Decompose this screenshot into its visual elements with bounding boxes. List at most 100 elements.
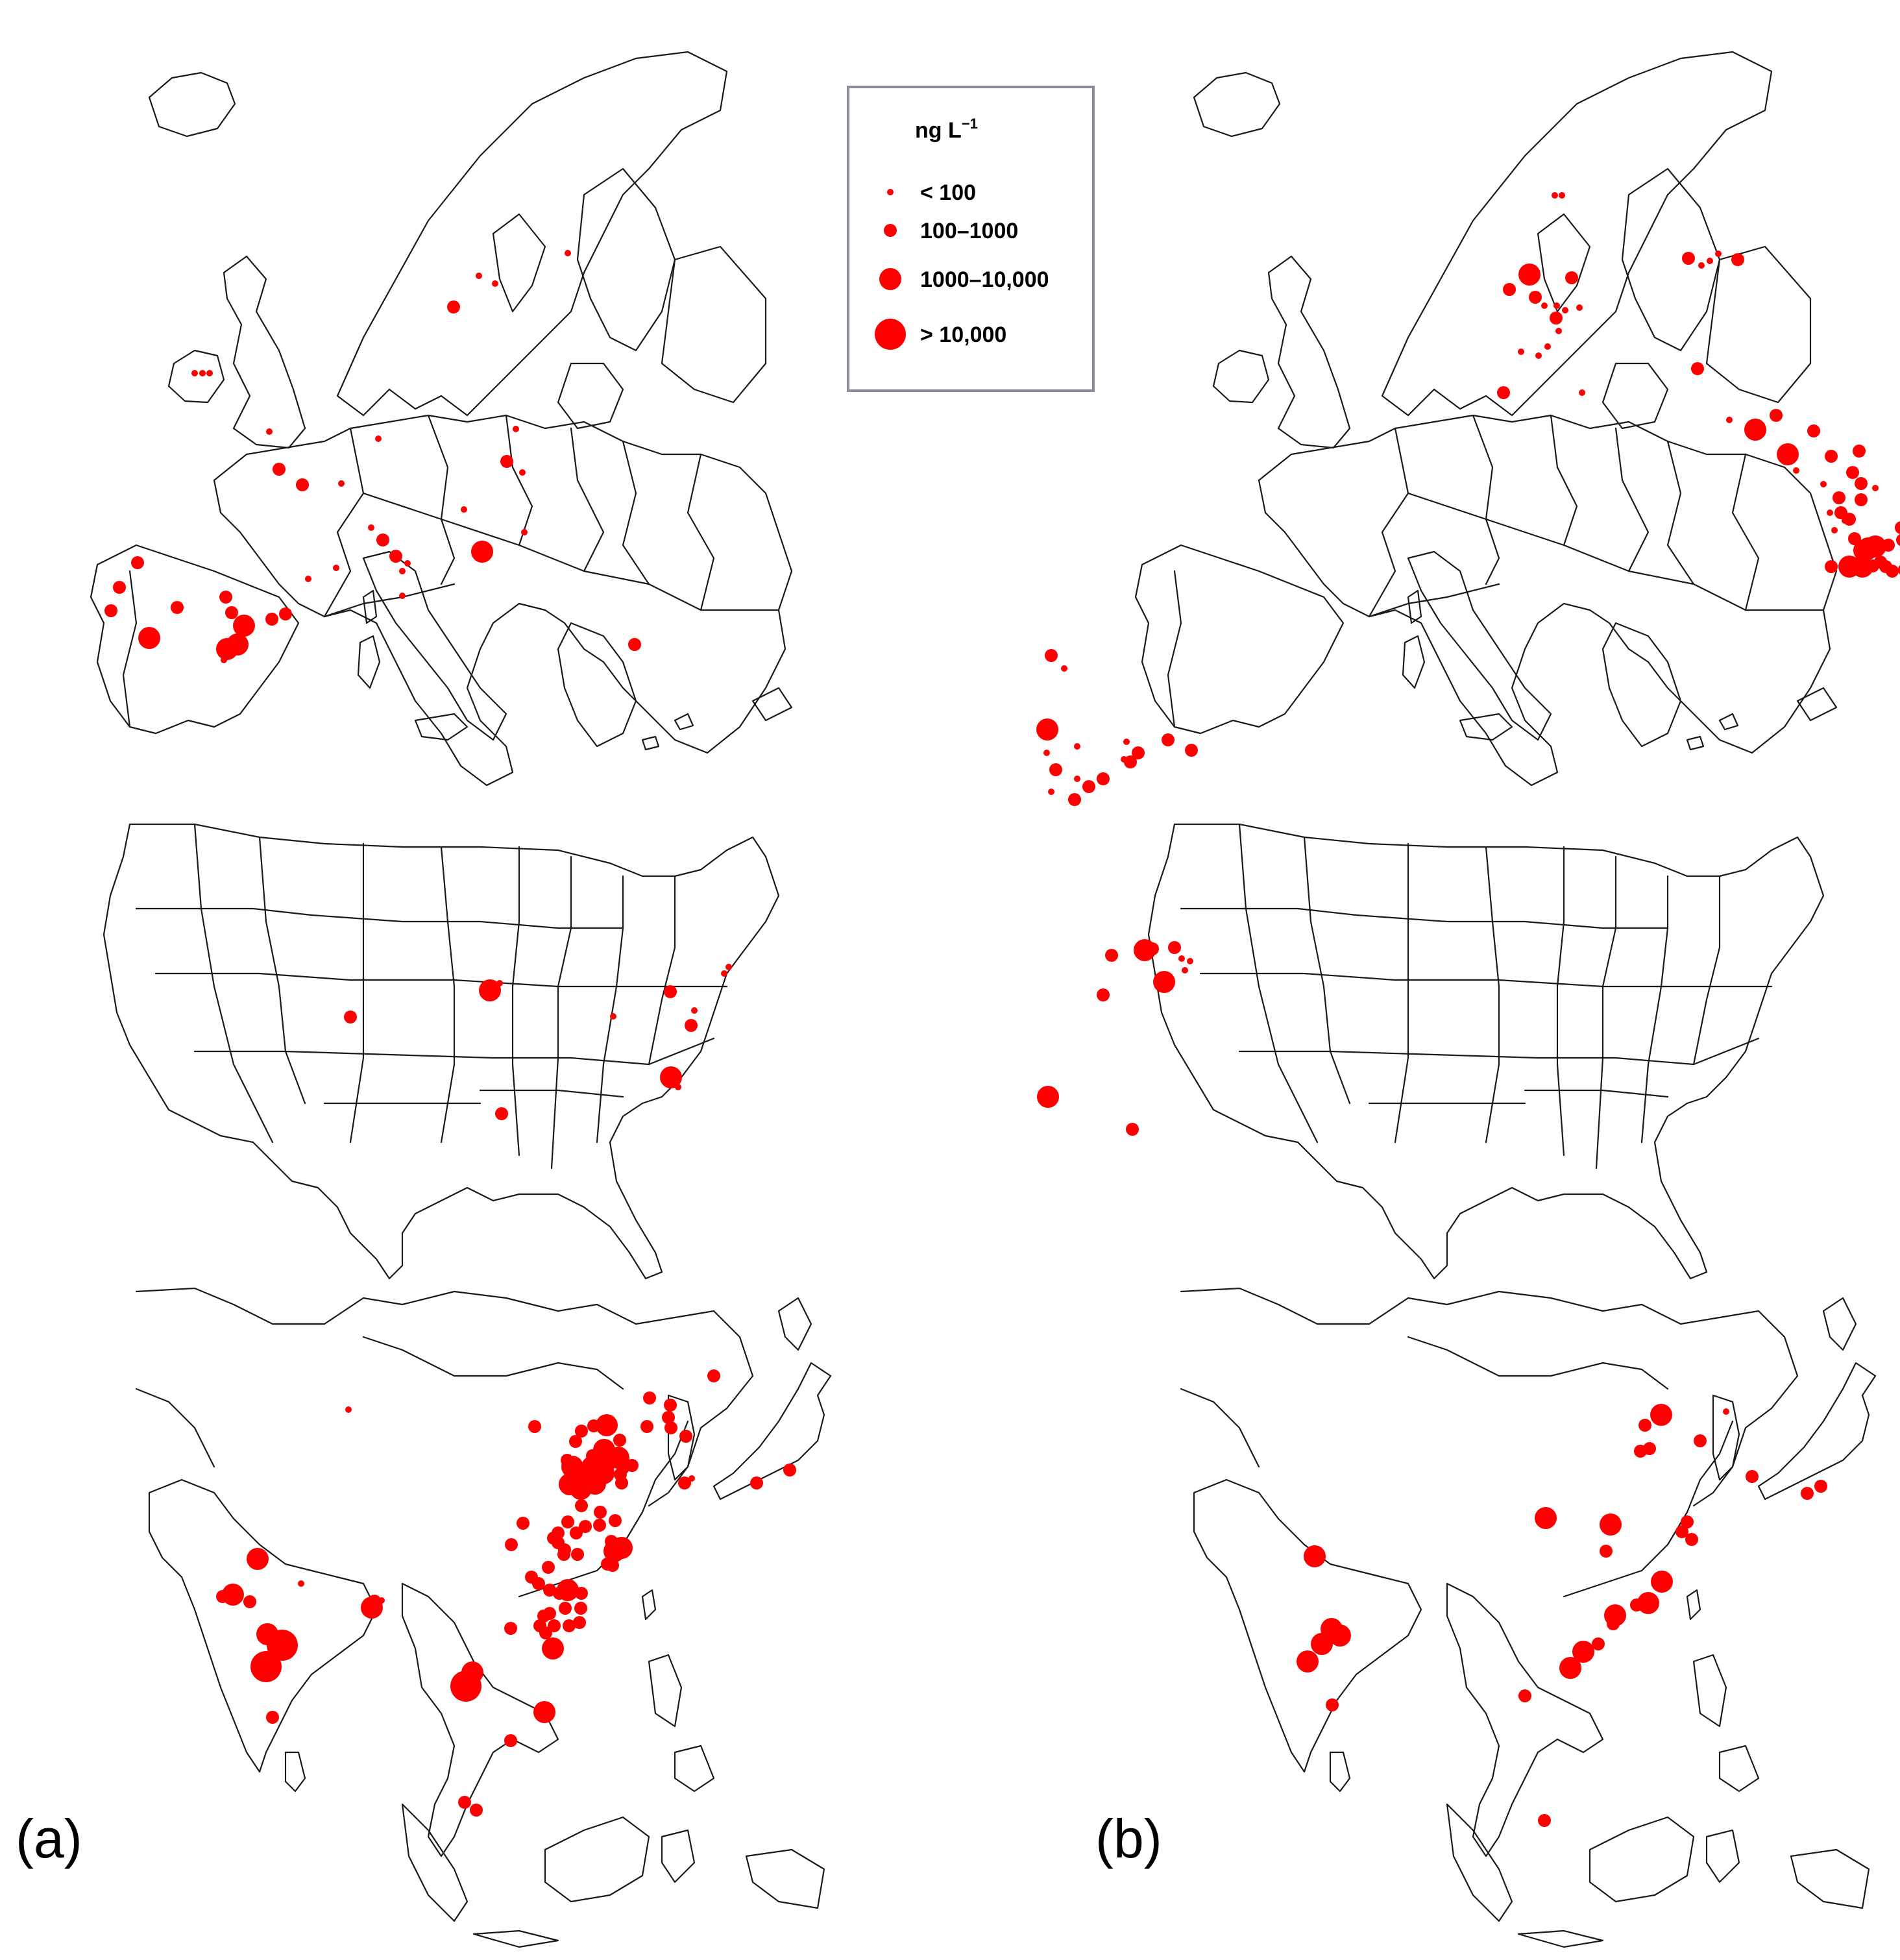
site-marker: [613, 1434, 626, 1447]
site-marker: [247, 1548, 269, 1570]
site-marker: [1552, 192, 1558, 199]
site-marker: [1825, 450, 1838, 463]
site-marker: [1637, 1592, 1659, 1614]
usa-outline: [103, 823, 780, 1280]
site-marker: [338, 480, 345, 487]
legend-marker-1000-10000: [879, 268, 901, 290]
site-marker: [305, 576, 311, 582]
site-marker: [1097, 988, 1110, 1001]
site-marker: [1634, 1445, 1647, 1458]
site-marker: [1550, 312, 1563, 325]
site-marker: [1846, 466, 1859, 479]
panel-label-b: (b): [1095, 1808, 1162, 1869]
site-marker: [675, 1084, 681, 1090]
legend-label-gt10000: > 10,000: [920, 323, 1006, 347]
legend-marker-100-1000: [884, 224, 897, 237]
site-marker: [783, 1464, 796, 1476]
site-marker: [1851, 556, 1873, 578]
site-marker: [1726, 417, 1733, 423]
site-marker: [461, 506, 467, 513]
site-marker: [1518, 263, 1541, 286]
site-marker: [378, 1597, 385, 1604]
site-marker: [470, 1804, 483, 1817]
site-marker: [1855, 477, 1868, 490]
site-marker: [1592, 1637, 1605, 1650]
site-marker: [1698, 262, 1705, 269]
site-marker: [1707, 258, 1713, 264]
site-marker: [227, 636, 240, 649]
site-marker: [559, 1602, 572, 1615]
site-marker: [1043, 750, 1050, 756]
site-marker: [533, 1701, 555, 1723]
site-marker: [575, 1587, 588, 1600]
site-marker: [1681, 1515, 1694, 1528]
legend-marker-lt100: [887, 189, 894, 195]
site-marker: [1068, 793, 1081, 806]
site-marker: [643, 1391, 656, 1404]
site-marker: [266, 428, 273, 435]
site-marker: [1744, 419, 1766, 441]
site-marker: [368, 1595, 381, 1608]
site-marker: [594, 1506, 607, 1519]
site-marker: [1518, 349, 1524, 355]
site-marker: [1691, 362, 1704, 375]
site-marker: [1853, 445, 1866, 458]
site-marker: [1326, 1698, 1339, 1711]
site-marker: [191, 370, 198, 376]
site-marker: [206, 370, 213, 376]
site-marker: [333, 565, 339, 571]
site-marker: [1185, 744, 1198, 757]
site-marker: [131, 556, 144, 569]
site-marker: [579, 1520, 592, 1533]
site-marker: [691, 1007, 698, 1014]
site-marker: [1820, 481, 1827, 487]
site-marker: [404, 560, 411, 567]
site-marker: [626, 1459, 639, 1472]
site-marker: [1304, 1545, 1326, 1567]
site-marker: [1576, 304, 1583, 311]
site-marker: [1297, 1650, 1319, 1672]
site-marker: [1825, 560, 1838, 573]
site-marker: [1559, 192, 1565, 199]
site-marker: [505, 1538, 518, 1551]
site-marker: [1882, 539, 1895, 552]
site-marker: [1162, 733, 1175, 746]
site-marker: [389, 550, 402, 563]
europe-sites-a: [104, 250, 641, 663]
site-marker: [1607, 1617, 1620, 1630]
site-marker: [458, 1796, 471, 1809]
site-marker: [495, 1107, 508, 1120]
site-marker: [587, 1419, 600, 1432]
site-marker: [250, 1651, 282, 1682]
site-marker: [225, 606, 238, 619]
site-marker: [685, 1019, 698, 1032]
site-marker: [344, 1011, 357, 1023]
site-marker: [1638, 1419, 1651, 1432]
site-marker: [219, 591, 232, 604]
site-marker: [521, 529, 528, 535]
asia-outline: [135, 1287, 832, 1948]
site-marker: [1182, 967, 1188, 974]
site-marker: [1124, 755, 1137, 768]
site-marker: [1178, 955, 1185, 962]
site-marker: [1074, 776, 1080, 782]
site-marker: [399, 568, 406, 574]
legend: ng L−1 < 100 100–1000 1000–10,000 > 10,0…: [847, 86, 1095, 392]
site-marker: [1121, 756, 1127, 763]
site-marker: [660, 1066, 682, 1088]
site-marker: [574, 1602, 587, 1615]
site-marker: [1746, 1470, 1759, 1483]
legend-label-1000-10000: 1000–10,000: [920, 267, 1049, 292]
site-marker: [1855, 493, 1868, 506]
site-marker: [221, 657, 227, 663]
site-marker: [750, 1476, 763, 1489]
europe-sites-b: [1036, 192, 1900, 806]
asia-map-panel-b: [1180, 1287, 1877, 1948]
site-marker: [1600, 1545, 1613, 1558]
site-marker: [1074, 743, 1080, 750]
site-marker: [557, 1548, 570, 1561]
site-marker: [1082, 780, 1095, 793]
site-marker: [1544, 343, 1551, 350]
site-marker: [575, 1425, 588, 1438]
